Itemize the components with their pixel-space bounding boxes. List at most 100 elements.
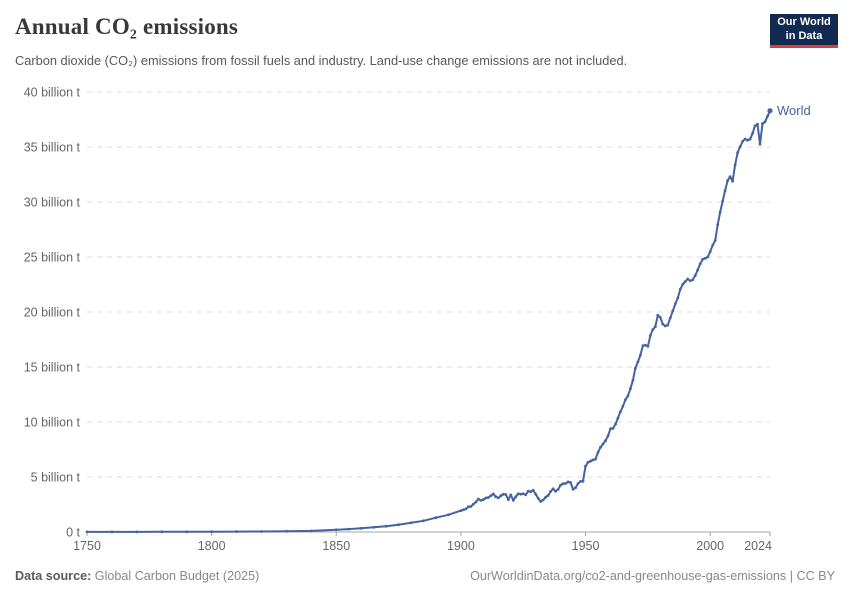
- data-point-marker: [758, 142, 762, 146]
- data-point-marker: [489, 494, 493, 498]
- data-point-marker: [422, 519, 425, 523]
- data-point-marker: [447, 513, 450, 517]
- data-point-marker: [666, 323, 670, 327]
- data-point-marker: [397, 523, 400, 527]
- data-point-marker: [334, 528, 338, 532]
- data-point-marker: [599, 445, 602, 449]
- y-axis-tick-label: 35 billion t: [24, 141, 81, 155]
- data-point-marker: [681, 282, 685, 286]
- data-point-marker: [596, 450, 600, 454]
- data-point-marker: [309, 529, 313, 533]
- data-point-marker: [539, 500, 543, 503]
- x-axis-tick-label: 1950: [572, 539, 600, 553]
- world-line-series[interactable]: [86, 109, 771, 533]
- data-point-marker: [748, 137, 752, 141]
- data-point-marker: [579, 480, 582, 483]
- data-point-marker: [753, 124, 757, 128]
- data-source: Data source: Global Carbon Budget (2025): [15, 569, 259, 583]
- data-point-marker: [594, 457, 597, 461]
- y-axis-tick-label: 40 billion t: [24, 86, 81, 100]
- data-point-marker: [544, 495, 548, 499]
- data-point-marker: [651, 328, 655, 331]
- data-point-marker: [501, 492, 505, 496]
- data-point-marker: [713, 239, 717, 242]
- data-point-marker: [726, 179, 729, 183]
- data-point-marker: [641, 344, 645, 347]
- data-point-marker: [691, 278, 695, 282]
- data-point-marker: [516, 492, 520, 496]
- data-point-marker: [721, 200, 724, 203]
- data-point-marker: [743, 137, 747, 141]
- data-point-marker: [509, 493, 513, 497]
- data-point-marker: [611, 427, 615, 430]
- data-point-marker: [462, 508, 465, 512]
- x-axis-tick-label: 2000: [696, 539, 724, 553]
- data-point-marker: [693, 274, 697, 277]
- data-point-marker: [678, 287, 682, 291]
- data-point-marker: [671, 309, 675, 313]
- data-point-marker: [663, 324, 667, 328]
- data-point-marker: [185, 530, 189, 534]
- data-point-marker: [559, 483, 562, 487]
- data-point-marker: [653, 325, 657, 329]
- data-point-marker: [589, 459, 592, 463]
- data-point-marker: [668, 316, 672, 320]
- data-point-marker: [581, 479, 585, 483]
- data-point-marker: [656, 313, 660, 317]
- data-point-marker: [676, 296, 680, 300]
- data-point-marker: [601, 442, 605, 446]
- data-point-marker: [626, 394, 630, 398]
- data-point-marker: [751, 131, 754, 135]
- data-source-label: Data source:: [15, 569, 92, 583]
- data-point-marker: [521, 492, 525, 496]
- data-point-marker: [491, 492, 495, 496]
- owid-logo[interactable]: Our World in Data: [770, 14, 838, 48]
- data-point-marker: [541, 498, 545, 502]
- data-point-marker: [372, 525, 376, 529]
- data-point-marker: [210, 530, 214, 534]
- data-point-marker: [285, 529, 288, 533]
- data-point-marker: [529, 490, 533, 494]
- y-axis-tick-label: 30 billion t: [24, 196, 81, 210]
- data-point-marker: [566, 480, 570, 484]
- data-point-marker: [708, 250, 712, 254]
- data-point-marker: [486, 496, 490, 499]
- data-point-marker: [347, 527, 351, 531]
- footer-citation-link[interactable]: OurWorldinData.org/co2-and-greenhouse-ga…: [470, 569, 835, 583]
- data-point-marker: [504, 493, 508, 496]
- x-axis-tick-label: 2024: [744, 539, 772, 553]
- data-point-marker: [616, 416, 620, 420]
- data-point-marker: [556, 488, 560, 491]
- data-point-marker: [464, 507, 468, 511]
- data-point-marker: [696, 268, 700, 272]
- series-label-world[interactable]: World: [777, 102, 811, 118]
- data-point-marker: [554, 489, 557, 493]
- data-point-marker: [531, 488, 535, 492]
- data-point-marker: [359, 526, 363, 530]
- data-point-marker: [549, 490, 552, 493]
- chart-footer: Data source: Global Carbon Budget (2025)…: [15, 569, 835, 583]
- data-point-marker: [631, 378, 635, 382]
- data-point-marker: [561, 482, 565, 486]
- x-axis-tick-label: 1750: [73, 539, 101, 553]
- data-point-marker: [621, 404, 625, 408]
- data-point-marker: [484, 496, 488, 500]
- data-point-marker: [728, 175, 732, 179]
- data-point-marker: [766, 114, 769, 118]
- data-point-marker: [636, 360, 640, 364]
- data-point-marker: [741, 140, 744, 143]
- data-point-marker: [661, 322, 665, 326]
- data-point-marker: [524, 493, 528, 497]
- data-point-marker: [586, 460, 590, 464]
- data-point-marker: [496, 496, 500, 500]
- data-point-marker: [701, 257, 705, 261]
- data-source-value: Global Carbon Budget (2025): [91, 569, 260, 583]
- data-point-marker: [574, 486, 577, 489]
- data-point-marker: [746, 138, 749, 142]
- data-point-marker: [673, 302, 677, 306]
- data-point-marker: [110, 530, 114, 534]
- data-point-marker: [698, 262, 702, 266]
- data-point-marker: [639, 353, 642, 357]
